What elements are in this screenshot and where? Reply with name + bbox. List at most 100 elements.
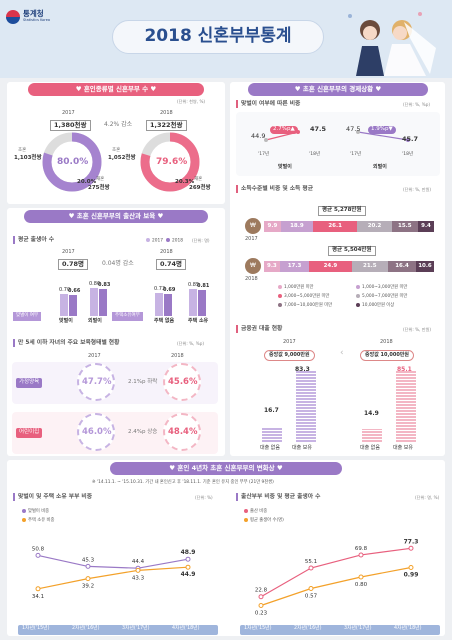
- care-home-change: 2.1%p 하락: [128, 379, 158, 385]
- lineR-point-1-3: [408, 565, 414, 570]
- xr-1: 2차년('16년): [294, 626, 322, 631]
- re-label-2017: 재혼: [96, 177, 105, 182]
- dual-to: 47.5: [310, 125, 327, 133]
- bar17-seg-5: 9.4: [418, 221, 434, 232]
- income-2017-icon: ₩: [245, 218, 261, 234]
- bar18-seg-4: 16.4: [388, 261, 416, 272]
- loan-no-2017: 16.7: [264, 407, 279, 414]
- dual-point-2017: [264, 138, 268, 142]
- first-label-2017: 초혼: [18, 148, 27, 153]
- birth-bar-label-3-2017: 0.85: [188, 281, 200, 288]
- four-year-note: ※ '14.11.1. ~ '15.10.31. 기간 내 혼인신고 후 '18…: [92, 480, 274, 485]
- births-cat-0: 맞벌이: [59, 318, 73, 324]
- loan-arrow-icon: ‹: [340, 348, 344, 358]
- birth-bar-label-1-2018: 0.83: [98, 282, 111, 289]
- subtitle-loans: 금융권 대출 현황: [236, 325, 282, 333]
- income-legend-1: 1,000~3,000만원 미만: [356, 284, 407, 290]
- birth-bar-label-2-2017: 0.73: [154, 285, 166, 292]
- care-home-label: 가정양육: [16, 378, 43, 388]
- logo-subtext: Statistics Korea: [23, 18, 51, 22]
- unit-income: (단위: %, 만원): [403, 187, 432, 192]
- care-home-2018: 45.6%: [168, 377, 198, 387]
- xl-0: 1차년('15년): [22, 626, 50, 631]
- bar18-seg-0: 9.3: [264, 261, 280, 272]
- births-avg-2017: 0.78명: [58, 259, 89, 270]
- income-avg-2018: 평균 5,504만원: [328, 246, 376, 256]
- bar17-seg-3: 20.2: [357, 221, 392, 232]
- income-legend-0: 1,000만원 미만: [278, 284, 313, 290]
- bar17-seg-4: 15.5: [391, 221, 418, 232]
- care-daycare-2017-circle: [77, 413, 115, 451]
- bar18-seg-1: 17.3: [279, 261, 310, 272]
- xl-1: 2차년('16년): [72, 626, 100, 631]
- care-daycare-2018: 48.4%: [168, 427, 198, 437]
- lineR-point-0-3: [408, 545, 414, 551]
- birth-bar-3-2017: [189, 288, 197, 316]
- lineR-point-1-0: [258, 603, 264, 608]
- lineL-label-1-0: 34.1: [32, 594, 44, 600]
- lineL-point-0-1: [85, 563, 91, 569]
- birth-bar-3-2018: [198, 290, 206, 316]
- section-title-birth-care: ♥ 초혼 신혼부부의 출산과 보육 ♥: [24, 210, 208, 223]
- lineL-label-1-1: 39.2: [82, 584, 94, 590]
- care-home-2017-circle: [77, 363, 115, 401]
- first-2017: 1,103천쌍: [14, 155, 42, 161]
- births-cat-2: 주택 없음: [154, 318, 175, 324]
- lineR-label-0-2: 69.8: [355, 546, 368, 552]
- single-label: 외벌이: [373, 164, 387, 170]
- couple-illustration: [340, 8, 440, 76]
- section-title-four-year: ♥ 혼인 4년차 초혼 신혼부부의 변화상 ♥: [110, 462, 342, 475]
- births-avg-2018: 0.74명: [156, 259, 187, 270]
- title-banner: [112, 20, 324, 54]
- xl-3: 4차년('18년): [172, 626, 200, 631]
- bar17-seg-1: 18.9: [280, 221, 313, 232]
- legend-avg: 평균 출생아 수(명): [244, 517, 284, 523]
- dual-badge: 2.7%p▲: [270, 126, 298, 134]
- loan-no-label-2017: 대출 없음: [260, 445, 280, 451]
- page-title: 2018 신혼부부통계: [144, 26, 292, 46]
- lineL-point-1-3: [185, 564, 191, 570]
- lineL-point-1-0: [35, 586, 41, 592]
- loan-yes-label-2018: 대출 보유: [393, 445, 413, 451]
- subtitle-avg-births: 평균 출생아 수: [13, 236, 54, 244]
- xr-0: 1차년('15년): [244, 626, 272, 631]
- first-label-2018: 초혼: [112, 148, 121, 153]
- legend-2017: 2017: [146, 238, 163, 244]
- birth-bar-1-2018: [99, 289, 107, 316]
- pie-2017: [42, 132, 102, 192]
- legend-birth: 출산 비중: [244, 508, 267, 514]
- care-year-2017: 2017: [88, 353, 101, 359]
- income-year-2017: 2017: [245, 236, 258, 242]
- single-to: 45.7: [402, 135, 419, 143]
- subtitle-dual-home: 맞벌이 및 주택 소유 부부 비중: [13, 493, 92, 501]
- pct-re-2018: 20.3%: [175, 179, 195, 185]
- care-daycare-2017: 46.0%: [82, 427, 112, 437]
- legend-2018: 2018: [166, 238, 183, 244]
- income-2018-icon: ₩: [245, 258, 261, 274]
- births-year-2018: 2018: [160, 249, 173, 255]
- section-title-marriage-type: ♥ 혼인종류별 신혼부부 수 ♥: [28, 83, 204, 96]
- births-label-home: 주택소유여부: [112, 312, 143, 321]
- dual-label: 맞벌이: [278, 164, 292, 170]
- lineL-point-0-0: [35, 552, 41, 558]
- income-bar-2018: 9.3 17.3 24.9 21.5 16.4 10.6: [264, 261, 434, 272]
- logo-icon: [6, 10, 20, 24]
- birth-bar-1-2017: [90, 288, 98, 316]
- unit-births: (단위: 명): [192, 238, 210, 243]
- loan-bar-1-1: [396, 369, 416, 442]
- re-2018: 269천쌍: [189, 185, 211, 191]
- birth-bar-label-0-2017: 0.70: [59, 286, 71, 293]
- subtitle-birth-trend: 출산부부 비중 및 평균 출생아 수: [236, 493, 320, 501]
- loan-bar-0-0: [262, 427, 282, 442]
- unit-dual-home: (단위: %): [195, 495, 213, 500]
- lineR-label-1-0: 0.23: [255, 611, 268, 617]
- single-point-2018: [406, 138, 410, 142]
- line-chart-birth: 22.8 55.1 69.8 77.3 0.23 0.57 0.80 0.99: [255, 538, 419, 617]
- bar18-seg-3: 21.5: [351, 261, 389, 272]
- income-bar-2017: 9.9 18.9 26.1 20.2 15.5 9.4: [264, 221, 434, 232]
- year-2018: 2018: [160, 110, 173, 116]
- loan-bar-1-0: [362, 429, 382, 442]
- pct-first-2018: 79.6%: [156, 157, 188, 167]
- header: 통계청 Statistics Korea 2018 신혼부부통계: [0, 0, 452, 78]
